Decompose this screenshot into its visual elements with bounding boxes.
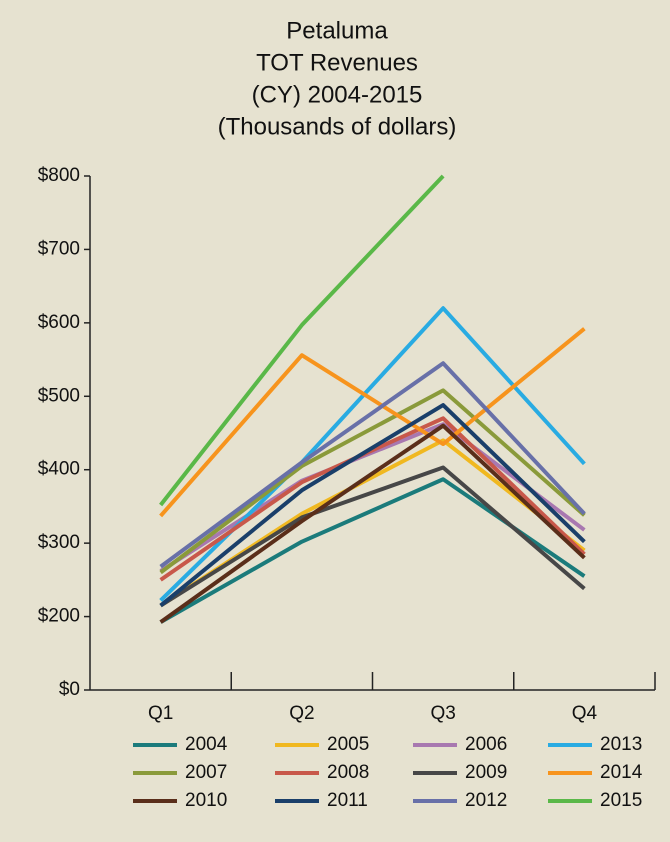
- y-tick-label: $0: [59, 679, 80, 700]
- legend-label: 2005: [327, 734, 369, 755]
- series-line: [159, 465, 586, 608]
- x-tick-label: Q4: [572, 703, 598, 724]
- series-line: [159, 423, 586, 624]
- legend-label: 2010: [185, 790, 227, 811]
- y-tick-label: $700: [38, 238, 80, 259]
- legend-label: 2011: [327, 790, 368, 811]
- legend-label: 2012: [465, 790, 507, 811]
- series-line: [159, 174, 445, 507]
- series-line: [159, 416, 586, 582]
- series-line: [159, 361, 586, 569]
- series-line: [159, 327, 586, 518]
- series-line: [159, 422, 586, 573]
- y-tick-label: $500: [38, 385, 80, 406]
- series-line: [159, 388, 586, 575]
- y-tick-label: $300: [38, 532, 80, 553]
- chart-title: (CY) 2004-2015: [252, 81, 423, 108]
- y-tick-label: $400: [38, 459, 80, 480]
- legend-label: 2013: [600, 734, 642, 755]
- legend-label: 2008: [327, 762, 369, 783]
- legend-label: 2009: [465, 762, 507, 783]
- legend-label: 2004: [185, 734, 228, 755]
- chart-title: Petaluma: [286, 17, 388, 44]
- chart-title: TOT Revenues: [256, 49, 418, 76]
- legend-label: 2007: [185, 762, 227, 783]
- y-tick-label: $800: [38, 165, 80, 186]
- legend-label: 2006: [465, 734, 507, 755]
- x-tick-label: Q2: [289, 703, 314, 724]
- x-tick-label: Q3: [430, 703, 455, 724]
- x-tick-label: Q1: [148, 703, 173, 724]
- series-line: [159, 403, 586, 608]
- y-tick-label: $200: [38, 606, 80, 627]
- legend-label: 2015: [600, 790, 642, 811]
- chart-title: (Thousands of dollars): [218, 113, 457, 140]
- y-tick-label: $600: [38, 312, 80, 333]
- legend-label: 2014: [600, 762, 643, 783]
